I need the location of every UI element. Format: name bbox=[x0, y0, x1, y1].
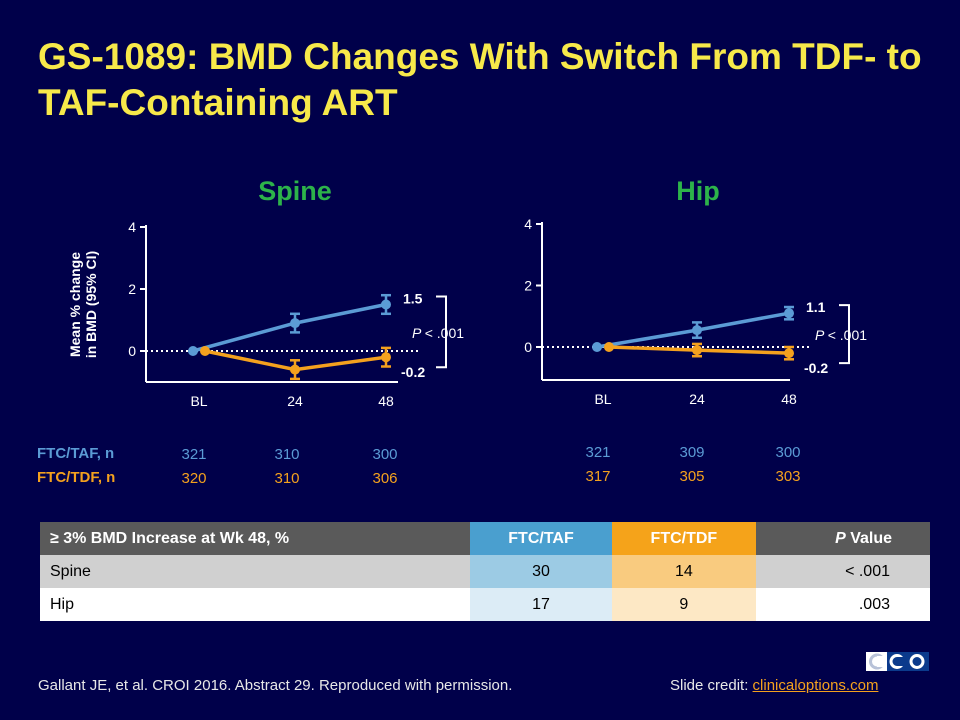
spine-x-tick-label: 24 bbox=[287, 393, 303, 409]
hip-x-tick-label: 24 bbox=[689, 391, 705, 407]
citation: Gallant JE, et al. CROI 2016. Abstract 2… bbox=[38, 677, 513, 694]
slide-title: GS-1089: BMD Changes With Switch From TD… bbox=[38, 36, 922, 123]
spine-x-tick-label: 48 bbox=[378, 393, 394, 409]
table-header-tdf: FTC/TDF bbox=[611, 522, 756, 555]
spine-chart: Spine420BL2448WksMean % changein BMD (95… bbox=[67, 176, 464, 409]
spine-n-tdf-24: 310 bbox=[274, 470, 300, 487]
hip-end-label-taf: 1.1 bbox=[806, 299, 826, 315]
slide-credit: Slide credit: clinicaloptions.com bbox=[670, 677, 878, 694]
table-header-p: P bbox=[835, 529, 846, 547]
table-cell-taf: 30 bbox=[470, 555, 612, 588]
spine-x-tick-label: BL bbox=[190, 393, 207, 409]
hip-x-tick-label: 48 bbox=[781, 391, 797, 407]
hip-n-tdf-48: 303 bbox=[775, 468, 801, 485]
spine-y-tick-label: 0 bbox=[128, 343, 136, 359]
clinicaloptions-link[interactable]: clinicaloptions.com bbox=[752, 677, 879, 694]
hip-end-label-tdf: -0.2 bbox=[804, 360, 828, 376]
table-cell-taf: 17 bbox=[470, 588, 612, 621]
spine-n-taf-48: 300 bbox=[372, 446, 398, 463]
n-label-taf: FTC/TAF, n bbox=[37, 445, 115, 462]
hip-series-0-point bbox=[784, 308, 794, 319]
table-header-measure: ≥ 3% BMD Increase at Wk 48, % bbox=[40, 522, 471, 555]
spine-series-0-point bbox=[188, 346, 198, 356]
hip-series-0-point bbox=[592, 342, 602, 352]
hip-n-taf-48: 300 bbox=[775, 444, 801, 461]
spine-end-label-taf: 1.5 bbox=[403, 291, 423, 307]
table-header-value: Value bbox=[850, 529, 892, 547]
cco-logo bbox=[866, 652, 929, 671]
hip-chart: Hip420BL2448Wks1.1-0.2P < .001 bbox=[524, 176, 867, 407]
hip-series-0-point bbox=[692, 325, 702, 336]
spine-n-taf-bl: 321 bbox=[181, 446, 207, 463]
table-header-taf: FTC/TAF bbox=[470, 522, 612, 555]
spine-n-tdf-48: 306 bbox=[372, 470, 398, 487]
spine-panel-title: Spine bbox=[258, 176, 332, 206]
spine-p-bracket bbox=[436, 295, 447, 369]
hip-y-tick-label: 4 bbox=[524, 216, 532, 232]
spine-y-tick-label: 2 bbox=[128, 281, 136, 297]
table-cell-site: Hip bbox=[40, 588, 471, 621]
spine-n-taf-24: 310 bbox=[274, 446, 300, 463]
table-cell-pvalue: .003 bbox=[755, 588, 930, 621]
hip-y-tick-label: 0 bbox=[524, 339, 532, 355]
hip-series-1-point bbox=[784, 348, 794, 359]
table-cell-site: Spine bbox=[40, 555, 471, 588]
table-cell-pvalue: < .001 bbox=[755, 555, 930, 588]
hip-x-tick-label: BL bbox=[594, 391, 611, 407]
spine-series-1-point bbox=[290, 364, 300, 375]
hip-n-tdf-bl: 317 bbox=[585, 468, 611, 485]
spine-end-label-tdf: -0.2 bbox=[401, 364, 425, 380]
table-cell-tdf: 9 bbox=[611, 588, 756, 621]
spine-p-label: P < .001 bbox=[412, 325, 464, 341]
hip-p-label: P < .001 bbox=[815, 327, 867, 343]
bmd-increase-table: ≥ 3% BMD Increase at Wk 48, % FTC/TAF FT… bbox=[40, 522, 930, 621]
spine-series-1-point bbox=[381, 352, 391, 363]
hip-series-1-point bbox=[692, 345, 702, 356]
spine-series-1-point bbox=[200, 346, 210, 356]
hip-n-taf-bl: 321 bbox=[585, 444, 611, 461]
hip-p-bracket bbox=[839, 304, 850, 365]
slide-credit-label: Slide credit: bbox=[670, 677, 753, 694]
table-cell-tdf: 14 bbox=[611, 555, 756, 588]
spine-y-axis-label: Mean % changein BMD (95% CI) bbox=[67, 251, 99, 358]
spine-y-tick-label: 4 bbox=[128, 219, 136, 235]
table-header-row: ≥ 3% BMD Increase at Wk 48, % FTC/TAF FT… bbox=[40, 522, 930, 555]
hip-y-tick-label: 2 bbox=[524, 278, 532, 294]
table-row: Hip 17 9 .003 bbox=[40, 588, 930, 621]
spine-series-0-point bbox=[381, 299, 391, 310]
spine-n-tdf-bl: 320 bbox=[181, 470, 207, 487]
hip-series-1-point bbox=[604, 342, 614, 352]
n-label-tdf: FTC/TDF, n bbox=[37, 469, 116, 486]
spine-series-0-point bbox=[290, 318, 300, 329]
hip-n-tdf-24: 305 bbox=[679, 468, 705, 485]
table-row: Spine 30 14 < .001 bbox=[40, 555, 930, 588]
hip-n-taf-24: 309 bbox=[679, 444, 705, 461]
table-header-pvalue: P Value bbox=[755, 522, 930, 555]
hip-panel-title: Hip bbox=[676, 176, 720, 206]
